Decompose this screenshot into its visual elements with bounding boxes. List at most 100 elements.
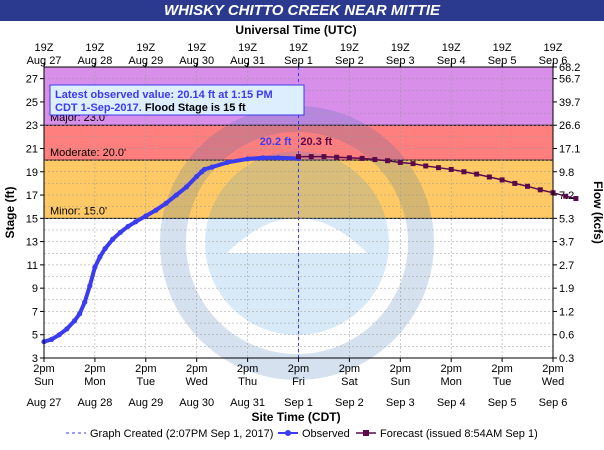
observed-point xyxy=(125,223,131,230)
top-tick-time: 19Z xyxy=(289,42,308,54)
observed-point xyxy=(49,336,55,342)
hydrograph-chart: Universal Time (UTC) Minor: 15.0' Moderat… xyxy=(3,23,604,440)
forecast-point xyxy=(448,166,454,172)
top-tick-time: 19Z xyxy=(35,42,54,54)
right-tick-label: 68.2 xyxy=(559,62,580,74)
bottom-tick-date: Sep 5 xyxy=(488,397,517,409)
right-tick-label: 26.6 xyxy=(559,120,580,132)
top-tick-date: Sep 3 xyxy=(386,55,415,67)
observed-point xyxy=(64,326,70,332)
info-line-1: Latest observed value: 20.14 ft at 1:15 … xyxy=(55,89,273,101)
bottom-tick-time: 2pm xyxy=(440,363,461,375)
bottom-tick-time: 2pm xyxy=(237,363,258,375)
info-line-2-flood: Flood Stage is 15 ft xyxy=(142,102,246,114)
top-tick-time: 19Z xyxy=(238,42,257,54)
observed-point xyxy=(245,156,251,162)
bottom-tick-date: Aug 27 xyxy=(27,397,62,409)
noaa-watermark xyxy=(160,106,434,380)
flood-label-moderate: Moderate: 20.0' xyxy=(50,147,126,159)
top-tick-time: 19Z xyxy=(391,42,410,54)
top-axis-title: Universal Time (UTC) xyxy=(235,23,356,37)
top-tick-time: 19Z xyxy=(493,42,512,54)
bottom-tick-time: 2pm xyxy=(135,363,156,375)
bottom-tick-time: 2pm xyxy=(390,363,411,375)
top-tick-date: Sep 4 xyxy=(437,55,466,67)
bottom-tick-date: Sep 2 xyxy=(335,397,364,409)
forecast-point xyxy=(499,177,505,183)
right-tick-label: 2.7 xyxy=(559,260,574,272)
bottom-tick-time: 2pm xyxy=(84,363,105,375)
top-tick-date: Aug 27 xyxy=(27,55,62,67)
observed-point xyxy=(143,213,149,219)
legend-forecast-label: Forecast (issued 8:54AM Sep 1) xyxy=(380,428,538,440)
top-tick-date: Sep 2 xyxy=(335,55,364,67)
left-axis-title: Stage (ft) xyxy=(3,187,17,239)
forecast-point xyxy=(346,155,352,161)
observed-point xyxy=(56,332,62,338)
bottom-tick-date: Sep 4 xyxy=(437,397,466,409)
observed-point xyxy=(209,164,215,170)
top-tick-date: Sep 5 xyxy=(488,55,517,67)
legend-created-label: Graph Created (2:07PM Sep 1, 2017) xyxy=(90,428,273,440)
observed-point xyxy=(163,200,169,206)
bottom-tick-day: Tue xyxy=(493,376,512,388)
top-tick-time: 19Z xyxy=(187,42,206,54)
left-tick-label: 23 xyxy=(26,120,38,132)
forecast-peak-label: 20.3 ft xyxy=(300,136,332,148)
watermark-bird xyxy=(227,218,367,253)
left-tick-label: 11 xyxy=(27,260,38,272)
observed-point xyxy=(87,283,93,289)
observed-point xyxy=(275,155,281,161)
top-tick-date: Aug 31 xyxy=(230,55,265,67)
forecast-point xyxy=(385,158,391,164)
observed-point xyxy=(92,264,98,270)
bottom-tick-day: Mon xyxy=(440,376,461,388)
right-tick-label: 3.7 xyxy=(559,237,574,249)
forecast-point xyxy=(423,163,429,169)
forecast-point xyxy=(563,193,569,199)
observed-point xyxy=(224,159,230,166)
right-tick-label: 56.7 xyxy=(559,74,580,86)
left-tick-label: 15 xyxy=(26,213,38,225)
axes: 3 5 7 9 11 13 15 17 19 21 23 25 27 0.3 0.6 1.2 1.9 2.7 3.7… xyxy=(3,42,604,424)
observed-point xyxy=(260,155,266,161)
bottom-tick-time: 2pm xyxy=(186,363,207,375)
right-tick-label: 1.2 xyxy=(559,306,574,318)
top-tick-date: Aug 28 xyxy=(77,55,112,67)
bottom-tick-day: Wed xyxy=(542,376,564,388)
left-tick-label: 5 xyxy=(32,330,38,342)
forecast-point xyxy=(359,155,365,161)
forecast-point xyxy=(296,154,301,160)
bottom-tick-day: Sun xyxy=(34,376,54,388)
observed-peak-label: 20.2 ft xyxy=(260,136,292,148)
right-tick-label: 7.2 xyxy=(559,190,574,202)
bottom-tick-date: Aug 31 xyxy=(230,397,265,409)
legend: Graph Created (2:07PM Sep 1, 2017) Observ… xyxy=(66,428,538,440)
left-tick-label: 9 xyxy=(32,283,38,295)
bottom-tick-time: 2pm xyxy=(491,363,512,375)
info-box-frame xyxy=(49,84,305,116)
right-tick-label: 39.7 xyxy=(559,97,580,109)
right-tick-label: 0.6 xyxy=(559,330,574,342)
forecast-point xyxy=(334,154,340,160)
bottom-tick-date: Sep 3 xyxy=(386,397,415,409)
left-tick-label: 25 xyxy=(26,97,38,109)
observed-point xyxy=(194,173,200,180)
left-tick-label: 7 xyxy=(32,306,38,318)
observed-point xyxy=(133,219,139,225)
bottom-tick-time: 2pm xyxy=(33,363,54,375)
info-line-2-date: CDT 1-Sep-2017. xyxy=(55,102,142,114)
top-tick-date: Aug 30 xyxy=(179,55,214,67)
left-tick-label: 3 xyxy=(32,353,38,365)
observed-point xyxy=(153,207,159,213)
forecast-point xyxy=(474,171,480,177)
top-tick-time: 19Z xyxy=(85,42,104,54)
observed-point xyxy=(183,184,190,190)
bottom-tick-time: 2pm xyxy=(542,363,563,375)
observed-point xyxy=(201,166,207,173)
forecast-point xyxy=(397,159,403,165)
bottom-tick-date: Aug 29 xyxy=(128,397,163,409)
flood-label-minor: Minor: 15.0' xyxy=(50,205,107,217)
left-tick-label: 21 xyxy=(26,143,38,155)
